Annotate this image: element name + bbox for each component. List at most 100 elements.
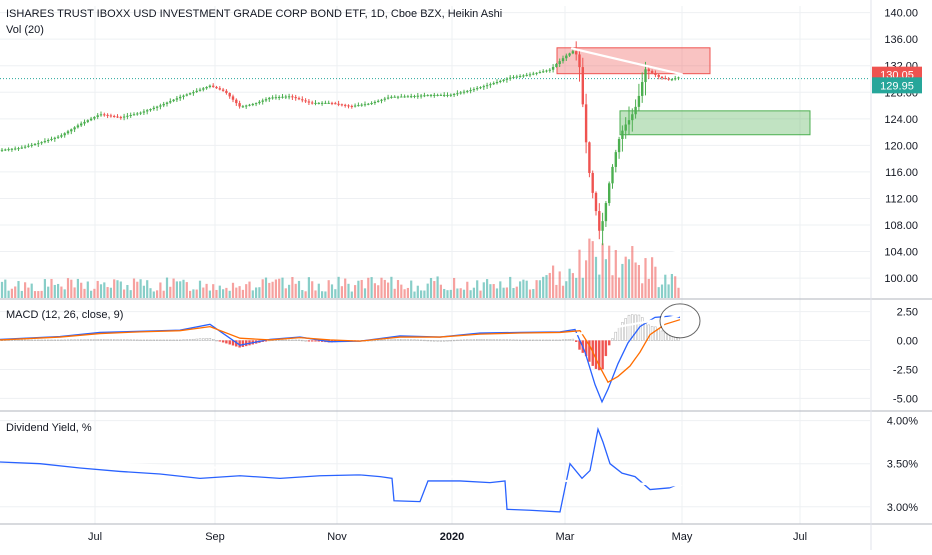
volume-bar: [660, 284, 664, 298]
volume-bar: [63, 289, 66, 298]
volume-bar: [585, 260, 588, 298]
volume-bar: [426, 283, 429, 298]
macd-histogram-bar: [93, 339, 96, 341]
price-tick-label: 104.00: [884, 247, 918, 259]
candle-body: [423, 95, 426, 97]
macd-histogram-bar: [627, 314, 631, 341]
macd-histogram-bar: [502, 339, 505, 341]
macd-histogram-bar: [446, 340, 449, 342]
volume-bar: [588, 238, 591, 298]
volume-bar: [284, 288, 287, 298]
candle-body: [175, 98, 179, 100]
volume-bar: [535, 280, 538, 298]
candle-body: [320, 102, 324, 104]
macd-histogram-bar: [50, 339, 53, 341]
candle-body: [631, 114, 634, 121]
candle-body: [238, 103, 241, 107]
candle-body: [406, 96, 410, 98]
volume-bar: [142, 285, 145, 298]
volume-label: Vol (20): [6, 24, 44, 36]
candle-body: [129, 115, 132, 117]
macd-histogram-bar: [198, 338, 202, 341]
macd-histogram-bar: [152, 339, 156, 341]
volume-bar: [261, 279, 264, 298]
macd-histogram-bar: [188, 339, 192, 341]
volume-bar: [667, 284, 670, 298]
candle-body: [429, 94, 433, 96]
macd-histogram-bar: [23, 339, 27, 341]
price-tick-label: 100.00: [884, 273, 918, 285]
candle-body: [70, 129, 73, 132]
macd-histogram-bar: [469, 339, 472, 341]
macd-tick-label: 0.00: [897, 336, 918, 348]
candle-body: [462, 91, 466, 93]
candle-body: [294, 97, 297, 99]
volume-bar: [0, 281, 4, 298]
macd-histogram-bar: [396, 339, 400, 341]
macd-tick-label: -5.00: [893, 393, 918, 405]
volume-bar: [278, 278, 281, 298]
volume-bar: [304, 291, 307, 298]
candle-body: [439, 94, 443, 96]
macd-histogram-bar: [70, 339, 73, 341]
macd-panel: [0, 314, 681, 404]
macd-histogram-bar: [624, 318, 627, 341]
volume-bar: [291, 277, 294, 298]
volume-bar: [129, 290, 132, 298]
volume-bar: [103, 282, 106, 298]
macd-highlight-circle: [660, 304, 700, 338]
macd-histogram-bar: [505, 339, 509, 341]
price-trendline-arrowhead: [668, 243, 683, 256]
macd-histogram-bar: [106, 339, 109, 341]
volume-bar: [561, 285, 565, 298]
macd-histogram-bar: [215, 340, 218, 342]
candle-body: [650, 71, 654, 73]
volume-bar: [519, 281, 522, 298]
candle-body: [396, 96, 400, 98]
volume-bar: [502, 287, 505, 298]
volume-bar: [548, 272, 551, 298]
volume-bar: [670, 273, 673, 298]
macd-histogram-bar: [175, 339, 179, 341]
macd-histogram-bar: [211, 338, 215, 341]
volume-bar: [76, 278, 79, 298]
macd-histogram-bar: [79, 339, 83, 341]
candle-body: [307, 101, 311, 103]
candle-body: [532, 73, 535, 75]
macd-histogram-bar: [10, 339, 14, 341]
x-tick-label: Jul: [793, 531, 807, 543]
candle-body: [360, 104, 363, 106]
candle-body: [377, 100, 380, 102]
candle-body: [403, 96, 406, 98]
yield-tick-label: 3.50%: [887, 459, 918, 471]
candle-body: [413, 95, 416, 97]
volume-bar: [175, 281, 178, 298]
volume-bar: [288, 284, 291, 298]
price-label-bg-prev: [872, 77, 922, 94]
volume-bar: [578, 249, 581, 298]
candle-body: [205, 86, 208, 89]
candle-body: [654, 72, 657, 75]
candle-body: [337, 103, 340, 105]
macd-histogram-bar: [20, 339, 23, 341]
macd-histogram-bar: [555, 339, 558, 341]
candle-body: [621, 130, 624, 139]
volume-bar: [462, 289, 466, 298]
chart-title: ISHARES TRUST IBOXX USD INVESTMENT GRADE…: [6, 8, 502, 20]
volume-bar: [532, 289, 535, 298]
macd-histogram-bar: [109, 339, 113, 341]
candle-body: [225, 90, 228, 94]
volume-bar: [538, 280, 541, 298]
candle-body: [304, 100, 307, 102]
volume-bar: [354, 285, 357, 298]
volume-bar: [591, 241, 594, 298]
volume-bar: [238, 286, 241, 298]
volume-bar: [165, 277, 169, 298]
candle-body: [624, 124, 627, 131]
candle-body: [495, 81, 499, 84]
candle-body: [614, 152, 617, 167]
candle-body: [274, 97, 278, 99]
macd-histogram-bar: [594, 340, 598, 369]
